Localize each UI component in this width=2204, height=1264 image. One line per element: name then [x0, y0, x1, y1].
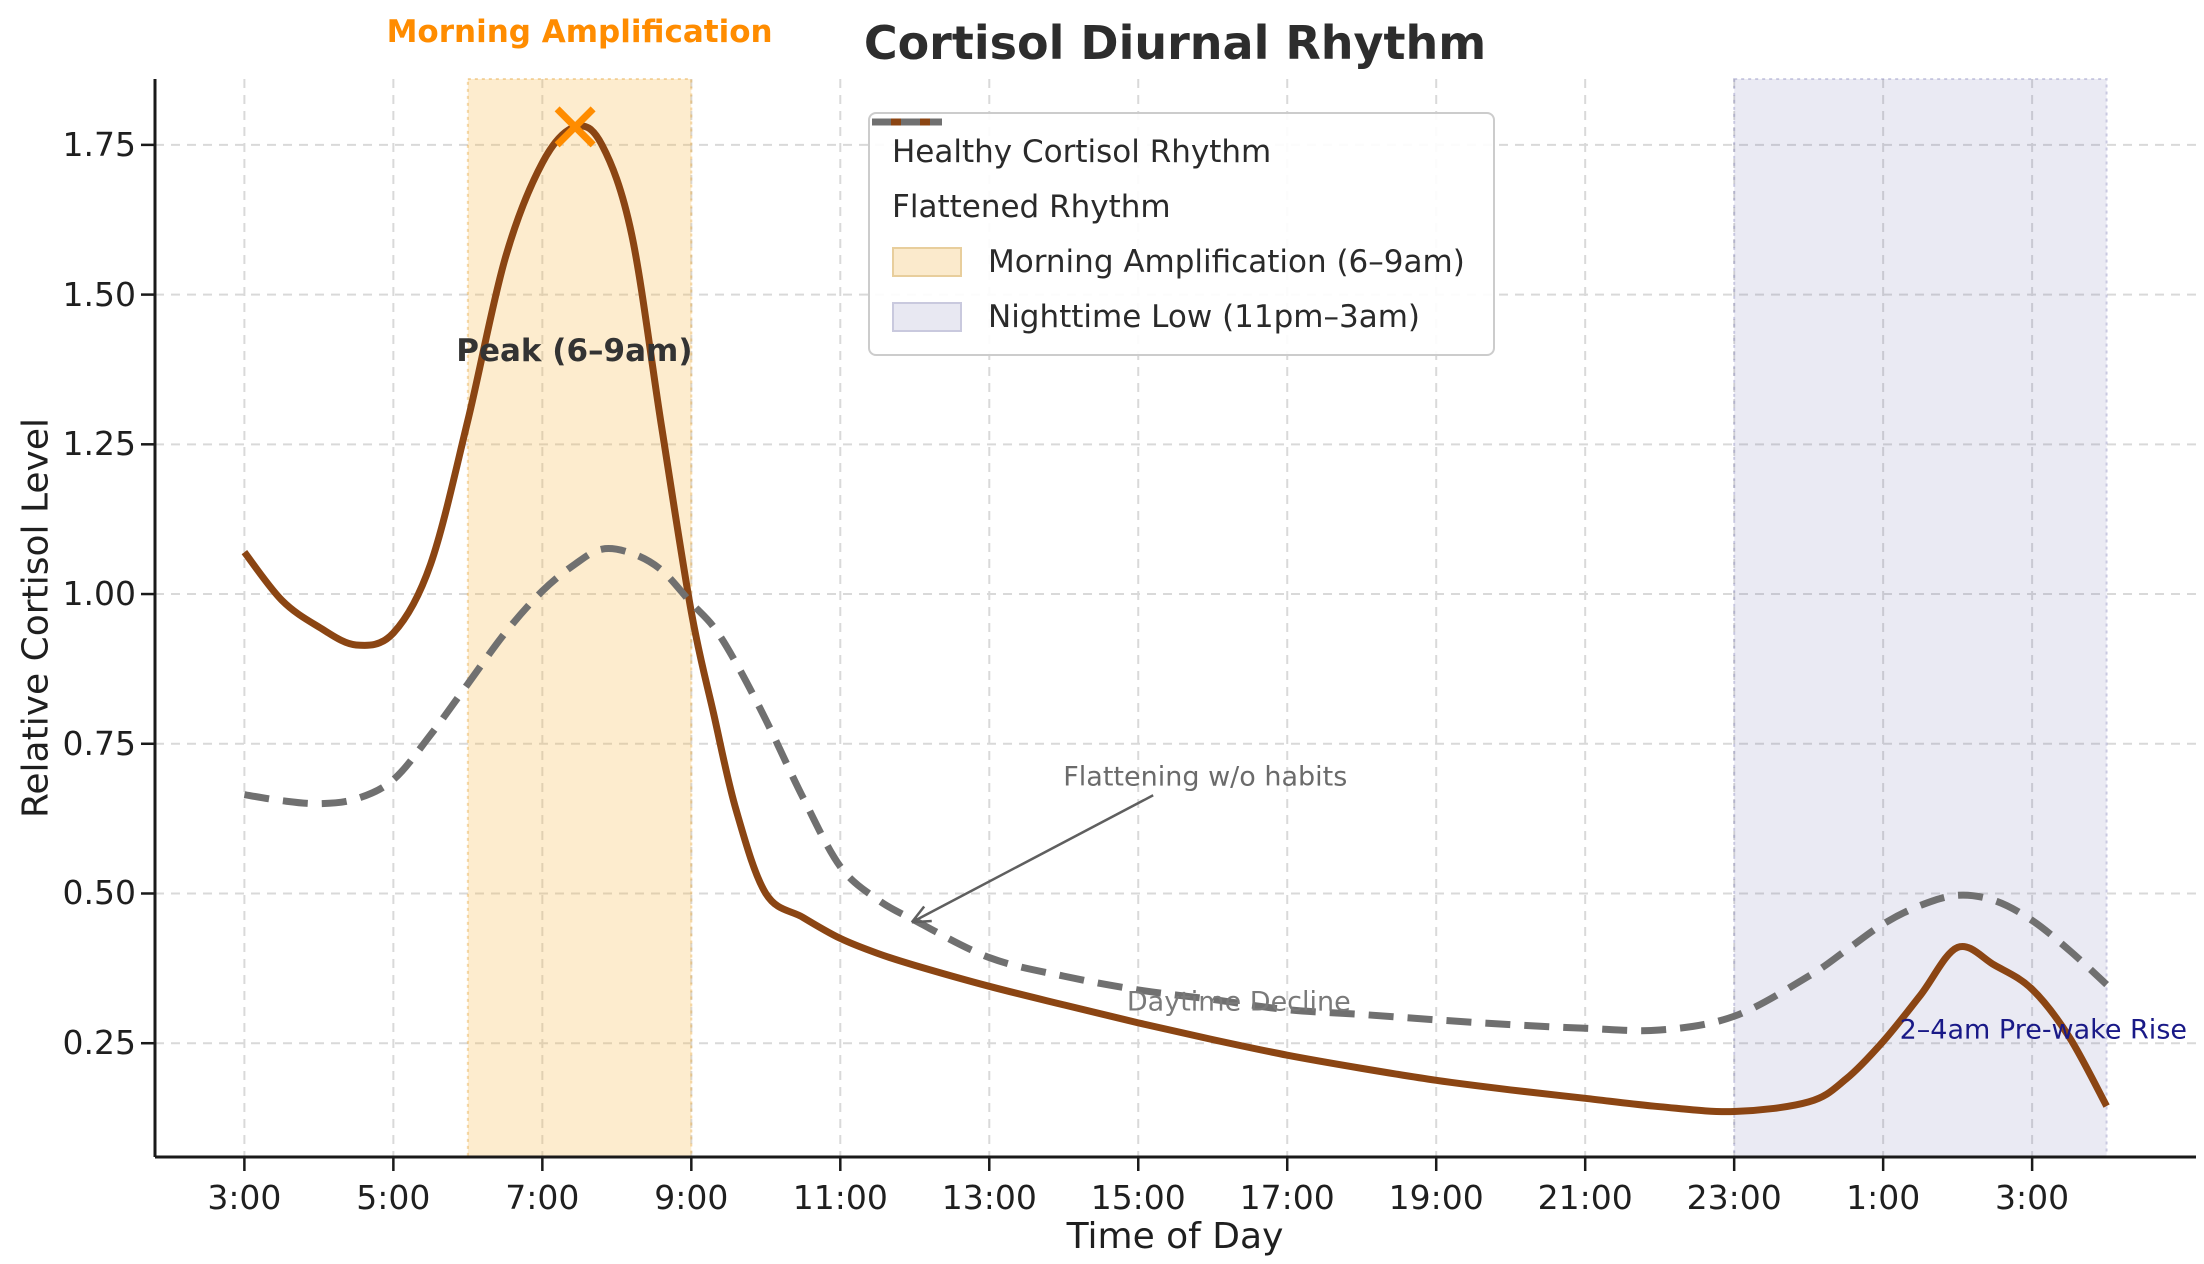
y-tick-label: 0.50	[62, 873, 136, 913]
legend-item-healthy: Healthy Cortisol Rhythm	[872, 118, 1465, 173]
x-tick-label: 1:00	[1846, 1178, 1921, 1217]
legend-label: Nighttime Low (11pm–3am)	[988, 298, 1421, 335]
daytime-decline-annotation: Daytime Decline	[1126, 986, 1351, 1018]
morning-band-swatch	[892, 246, 962, 277]
annotation-arrowhead	[910, 905, 926, 924]
legend-label: Flattened Rhythm	[892, 188, 1171, 225]
y-tick-label: 1.00	[62, 574, 136, 614]
x-tick-label: 15:00	[1090, 1178, 1186, 1217]
x-tick-label: 3:00	[207, 1178, 282, 1217]
x-tick-label: 11:00	[792, 1178, 888, 1217]
legend: Healthy Cortisol Rhythm Flattened Rhythm…	[868, 112, 1495, 356]
x-tick-label: 3:00	[1995, 1178, 2070, 1217]
x-tick-label: 17:00	[1239, 1178, 1335, 1217]
x-tick-label: 7:00	[505, 1178, 580, 1217]
y-tick-label: 0.75	[62, 723, 136, 763]
x-tick-label: 9:00	[654, 1178, 729, 1217]
x-tick-label: 23:00	[1686, 1178, 1782, 1217]
legend-label: Morning Amplification (6–9am)	[988, 243, 1465, 280]
x-tick-label: 21:00	[1537, 1178, 1633, 1217]
x-tick-label: 19:00	[1388, 1178, 1484, 1217]
x-tick-label: 5:00	[356, 1178, 431, 1217]
legend-item-morning-band: Morning Amplification (6–9am)	[892, 240, 1465, 283]
x-axis-label: Time of Day	[1066, 1216, 1284, 1257]
peak-x-marker	[554, 106, 596, 148]
x-tick-label: 13:00	[941, 1178, 1037, 1217]
y-tick-label: 0.25	[62, 1023, 136, 1063]
y-tick-label: 1.50	[62, 274, 136, 314]
dashed-line-swatch	[872, 118, 942, 126]
legend-label: Healthy Cortisol Rhythm	[892, 133, 1272, 170]
annotation-arrow	[911, 794, 1154, 924]
nighttime-low-band	[1733, 78, 2108, 1158]
prewake-rise-annotation: 2–4am Pre-wake Rise	[1899, 1014, 2187, 1046]
flattening-annotation: Flattening w/o habits	[1063, 761, 1348, 793]
annotation-arrowhead	[911, 919, 932, 924]
y-tick-label: 1.25	[62, 424, 136, 464]
night-band-swatch	[892, 301, 962, 332]
healthy-cortisol-curve	[241, 122, 2110, 1116]
peak-annotation: Peak (6–9am)	[456, 333, 693, 370]
morning-amplification-band	[466, 78, 693, 1158]
legend-item-night-band: Nighttime Low (11pm–3am)	[892, 295, 1465, 338]
legend-item-flattened: Flattened Rhythm	[872, 118, 1465, 228]
chart-title: Cortisol Diurnal Rhythm	[863, 16, 1487, 70]
morning-amplification-banner: Morning Amplification	[386, 14, 773, 50]
y-tick-label: 1.75	[62, 124, 136, 164]
